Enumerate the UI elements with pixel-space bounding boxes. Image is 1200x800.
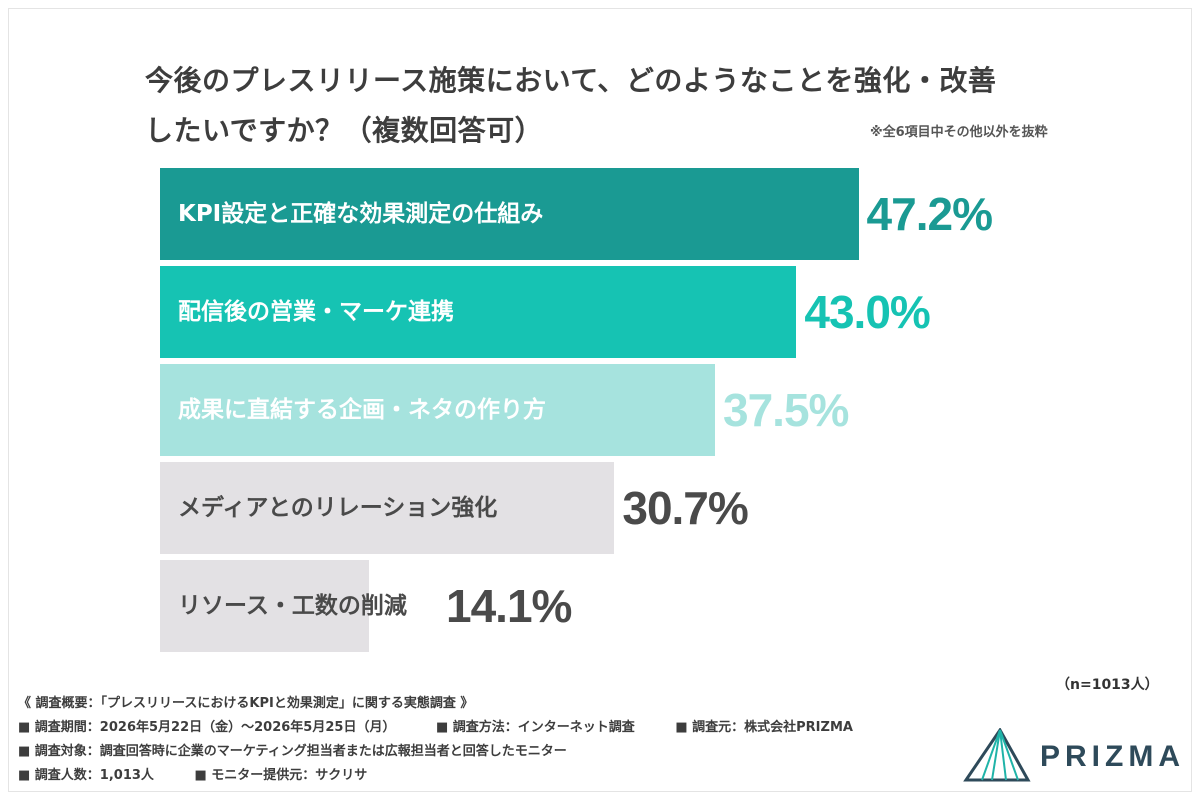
chart-title: 今後のプレスリリース施策において、どのようなことを強化・改善 したいですか？（複… xyxy=(145,56,1075,156)
bar-value-3: 37.5% xyxy=(723,384,849,436)
survey-summary: 《 調査概要：「プレスリリースにおけるKPIと効果測定」に関する実態調査 》 xyxy=(18,696,474,711)
bar-4 xyxy=(160,462,615,554)
bar-2 xyxy=(160,266,797,358)
survey-footer: 《 調査概要：「プレスリリースにおけるKPIと効果測定」に関する実態調査 》 ■… xyxy=(18,692,938,788)
prism-logo-icon xyxy=(963,728,1031,782)
survey-method: ■ 調査方法：インターネット調査 xyxy=(435,720,635,735)
survey-target: ■ 調査対象：調査回答時に企業のマーケティング担当者または広報担当者と回答したモ… xyxy=(18,744,567,759)
prizma-logo-text: PRIZMA xyxy=(1040,740,1185,773)
sample-size: （n=1013人） xyxy=(1056,677,1159,693)
bar-label-4: メディアとのリレーション強化 xyxy=(178,495,498,521)
bar-5 xyxy=(160,560,369,652)
survey-source: ■ 調査元：株式会社PRIZMA xyxy=(675,720,853,735)
chart-note: ※全6項目中その他以外を抜粋 xyxy=(870,125,1048,140)
bar-label-2: 配信後の営業・マーケ連携 xyxy=(178,299,454,325)
survey-provider: ■ モニター提供元：サクリサ xyxy=(194,768,368,783)
bar-label-3: 成果に直結する企画・ネタの作り方 xyxy=(178,397,546,423)
survey-count: ■ 調査人数：1,013人 xyxy=(18,768,154,783)
survey-row-3: ■ 調査人数：1,013人 ■ モニター提供元：サクリサ xyxy=(18,764,938,788)
survey-period: ■ 調査期間：2026年5月22日（金）〜2026年5月25日（月） xyxy=(18,720,396,735)
bar-value-5: 14.1% xyxy=(446,580,572,632)
bar-value-2: 43.0% xyxy=(804,286,930,338)
title-line-2: したいですか？（複数回答可） xyxy=(145,114,544,147)
bar-1 xyxy=(160,168,859,260)
survey-row-1: ■ 調査期間：2026年5月22日（金）〜2026年5月25日（月） ■ 調査方… xyxy=(18,716,938,740)
bar-value-1: 47.2% xyxy=(866,188,993,240)
bar-label-5: リソース・工数の削減 xyxy=(178,593,407,619)
bar-value-4: 30.7% xyxy=(622,482,748,534)
title-line-1: 今後のプレスリリース施策において、どのようなことを強化・改善 xyxy=(145,64,997,97)
bar-label-1: KPI設定と正確な効果測定の仕組み xyxy=(178,201,544,227)
bar-3 xyxy=(160,364,715,456)
